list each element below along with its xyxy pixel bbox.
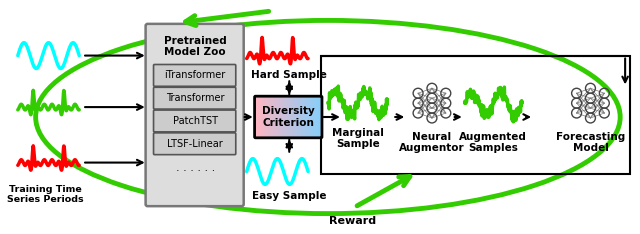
Text: Pretrained
Model Zoo: Pretrained Model Zoo [164,36,227,57]
Bar [298,97,299,137]
Bar [319,97,320,137]
Bar [277,97,278,137]
Bar [259,97,260,137]
Bar [313,97,314,137]
Bar [275,97,276,137]
Bar [257,97,259,137]
Bar [284,97,285,137]
Bar [312,97,313,137]
FancyBboxPatch shape [154,110,236,132]
Bar [288,97,289,137]
Bar [278,97,280,137]
Bar [309,97,310,137]
Bar [266,97,268,137]
Text: . . . . . .: . . . . . . [175,163,215,172]
Bar [321,55,630,175]
Text: Hard Sample: Hard Sample [252,70,327,80]
Text: Forecasting
Model: Forecasting Model [556,132,625,154]
Bar [268,97,269,137]
Bar [310,97,311,137]
Text: LTSF-Linear: LTSF-Linear [167,139,223,149]
FancyBboxPatch shape [146,24,244,206]
Text: Augmented
Samples: Augmented Samples [460,132,527,154]
Bar [280,97,282,137]
Bar [296,97,297,137]
Bar [304,97,305,137]
Bar [260,97,262,137]
Bar [303,97,304,137]
Bar [289,97,291,137]
Bar [287,97,288,137]
Bar [262,97,264,137]
Bar [294,97,295,137]
Text: Transformer: Transformer [166,93,225,103]
Bar [306,97,307,137]
Bar [264,97,266,137]
Bar [307,97,308,137]
Bar [302,97,303,137]
Text: Reward: Reward [329,216,376,226]
Bar [315,97,316,137]
Bar [255,97,257,137]
Bar [316,97,317,137]
Bar [311,97,312,137]
Bar [292,97,293,137]
Text: PatchTST: PatchTST [173,116,218,126]
Bar [276,97,277,137]
Bar [291,97,292,137]
Bar [295,97,296,137]
Bar [286,97,287,137]
Text: Easy Sample: Easy Sample [252,191,326,201]
Text: Diversity
Criterion: Diversity Criterion [262,106,315,128]
Text: iTransformer: iTransformer [164,70,226,80]
Bar [301,97,302,137]
Bar [305,97,306,137]
Bar [282,97,284,137]
FancyBboxPatch shape [154,133,236,155]
Bar [320,97,321,137]
Bar [271,97,273,137]
Bar [308,97,309,137]
Bar [300,97,301,137]
FancyBboxPatch shape [154,87,236,109]
Bar [285,97,286,137]
Bar [293,97,294,137]
Text: Neural
Augmentor: Neural Augmentor [399,132,465,154]
Bar [269,97,271,137]
Bar [314,97,315,137]
FancyBboxPatch shape [154,65,236,86]
Text: Training Time
Series Periods: Training Time Series Periods [7,185,84,204]
Bar [299,97,300,137]
Text: Marginal
Sample: Marginal Sample [332,128,383,150]
Bar [297,97,298,137]
Bar [317,97,318,137]
Bar [273,97,275,137]
Bar [318,97,319,137]
